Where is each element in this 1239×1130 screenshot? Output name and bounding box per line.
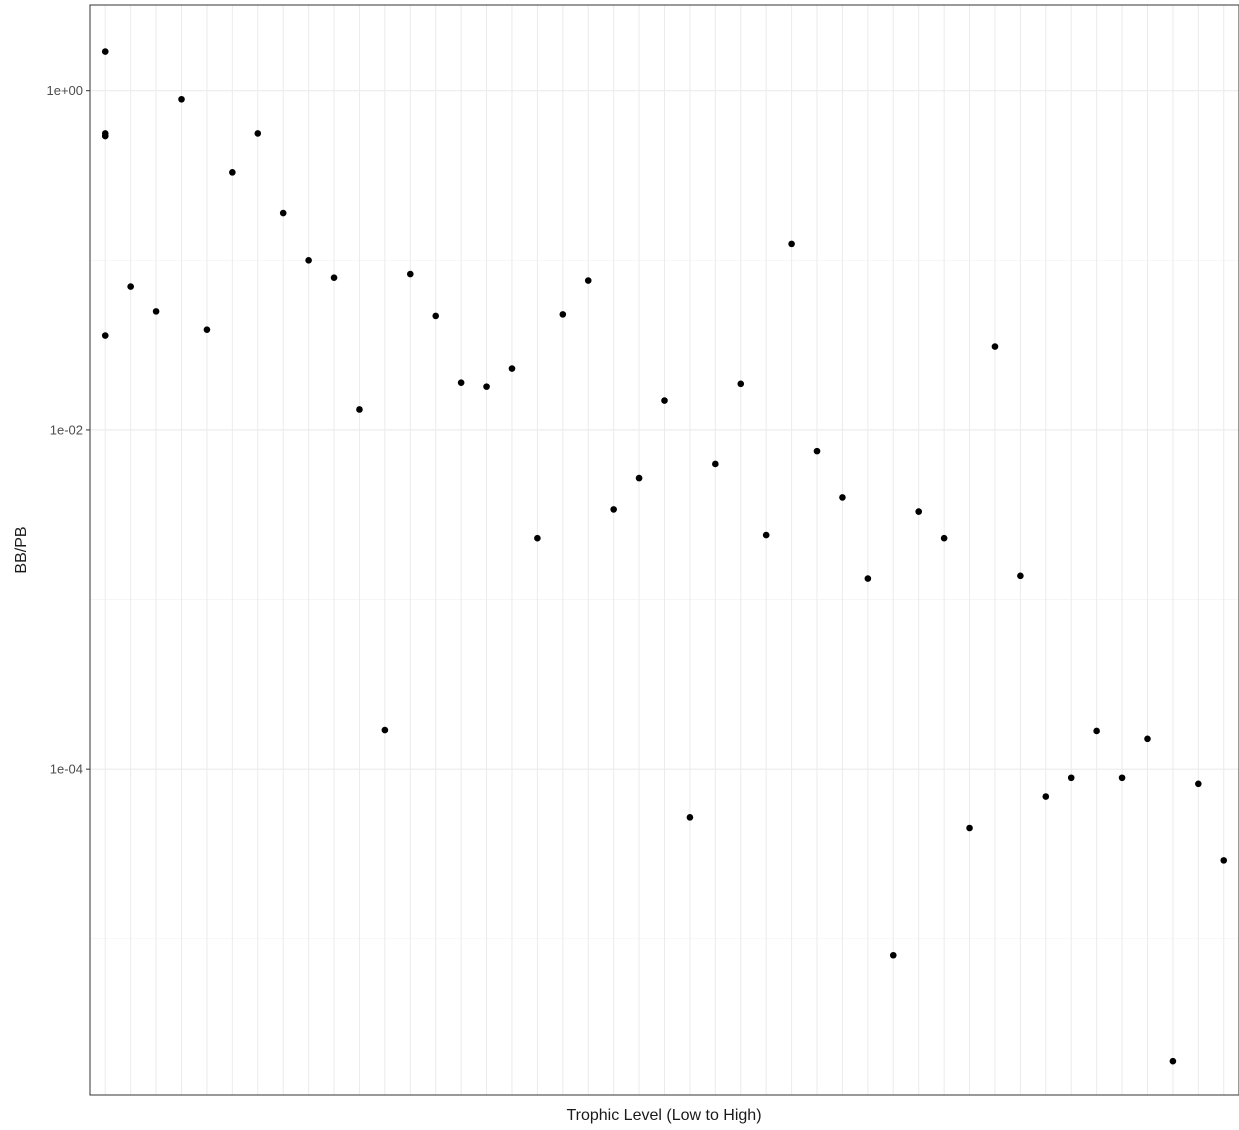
data-points — [101, 48, 1228, 1065]
data-point — [330, 274, 338, 281]
data-point — [1220, 857, 1228, 864]
data-point — [610, 506, 617, 513]
data-point — [788, 240, 795, 248]
data-point — [254, 130, 262, 137]
data-point — [737, 380, 745, 388]
y-tick-label: 1e-02 — [50, 422, 83, 437]
data-point — [432, 312, 440, 320]
panel-border — [89, 4, 1239, 1096]
data-point — [101, 132, 109, 140]
data-point — [534, 534, 541, 542]
data-point — [864, 575, 872, 582]
data-point — [661, 397, 668, 404]
data-point — [305, 257, 312, 264]
data-point — [406, 270, 414, 278]
data-point — [127, 283, 134, 290]
data-point — [712, 460, 719, 468]
major-grid — [90, 5, 1239, 1095]
data-point — [813, 447, 821, 455]
data-point — [1169, 1057, 1177, 1065]
data-point — [152, 308, 160, 315]
data-point — [1118, 774, 1126, 782]
x-axis-title: Trophic Level (Low to High) — [566, 1107, 761, 1124]
y-axis-ticks — [86, 90, 90, 770]
data-point — [584, 277, 592, 284]
data-point — [686, 814, 694, 821]
data-point — [966, 824, 973, 832]
y-axis-title: BB/PB — [13, 526, 30, 573]
data-point — [279, 209, 287, 217]
data-point — [559, 311, 567, 318]
data-point — [508, 365, 516, 372]
y-axis-tick-labels: 1e+00 1e-02 1e-04 — [46, 83, 83, 776]
data-point — [1042, 793, 1050, 800]
data-point — [483, 383, 490, 390]
data-point — [101, 48, 109, 55]
data-point — [457, 379, 465, 386]
data-point — [1195, 780, 1202, 788]
data-point — [635, 474, 643, 482]
data-point — [1093, 727, 1100, 735]
data-point — [101, 332, 109, 339]
data-point — [381, 726, 389, 734]
data-point — [178, 95, 185, 103]
y-tick-label: 1e+00 — [46, 83, 83, 98]
data-point — [915, 508, 923, 515]
data-point — [1067, 774, 1075, 782]
data-point — [839, 494, 846, 501]
data-point — [940, 534, 948, 542]
data-point — [229, 169, 236, 176]
data-point — [889, 951, 897, 959]
data-point — [203, 326, 211, 333]
y-tick-label: 1e-04 — [50, 762, 83, 777]
data-point — [762, 531, 770, 539]
data-point — [1144, 735, 1151, 743]
data-point — [356, 406, 363, 413]
data-point — [991, 343, 999, 350]
data-point — [1017, 572, 1024, 580]
